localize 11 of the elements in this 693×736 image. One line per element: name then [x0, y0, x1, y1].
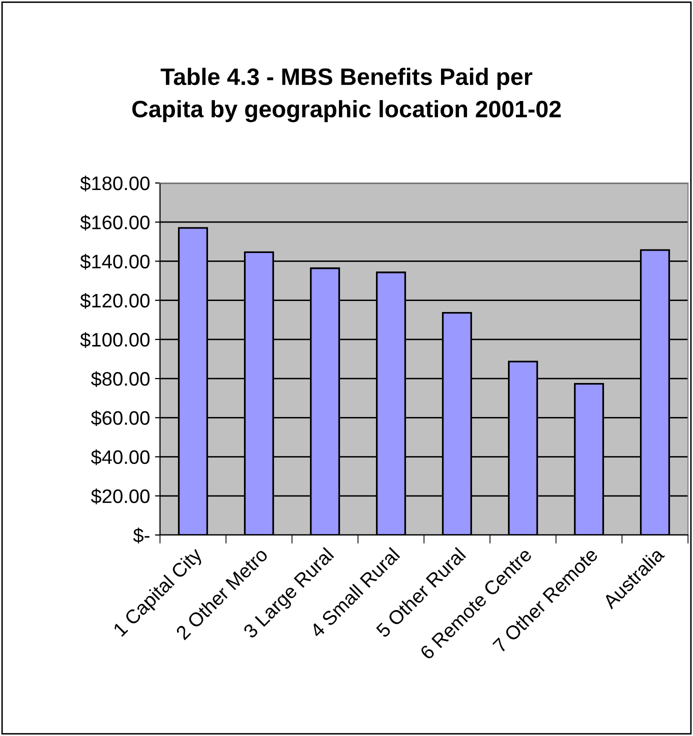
- y-tick-label: $80.00: [91, 371, 150, 387]
- y-tick-label: $180.00: [80, 176, 150, 192]
- y-tick-label: $160.00: [80, 214, 150, 231]
- y-tick-label: $100.00: [80, 332, 150, 348]
- y-tick-label: $-: [133, 528, 150, 544]
- y-tick-label: $120.00: [80, 292, 150, 309]
- y-tick-label: $20.00: [91, 488, 150, 504]
- y-tick-label: $140.00: [80, 254, 150, 270]
- y-tick-label: $40.00: [91, 449, 150, 466]
- chart-title: Table 4.3 - MBS Benefits Paid per Capita by geographic location 2001-02: [132, 68, 561, 122]
- y-tick-label: $60.00: [91, 410, 150, 426]
